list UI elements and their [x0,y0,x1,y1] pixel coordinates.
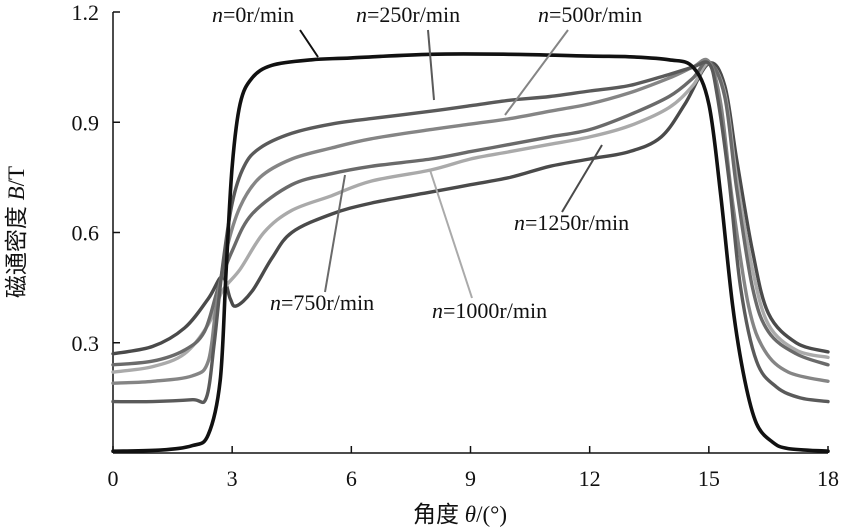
series-label-0: n=0r/min [212,2,294,27]
leader-layer [299,29,603,299]
series-label-5: n=1250r/min [514,210,629,235]
axes: 0 3 6 9 12 15 18 0.3 0.6 0.9 1.2 [72,0,840,491]
x-axis-title: 角度 θ/(°) [413,502,507,527]
y-tick-label: 0.3 [72,331,100,356]
series-line-1 [111,60,830,405]
x-tick-label: 9 [465,466,476,491]
y-tick-label: 1.2 [72,0,100,25]
x-tick-label: 12 [579,466,601,491]
y-tick-label: 0.6 [72,221,100,246]
series-label-4: n=1000r/min [432,298,547,323]
leader-line-4 [429,169,473,299]
x-tick-label: 6 [346,466,357,491]
leader-line-5 [561,144,603,213]
x-tick-label: 18 [817,466,839,491]
y-axis-title: 磁通密度 B/T [4,166,29,298]
label-layer: n=0r/min n=250r/min n=500r/min n=750r/min n=… [212,2,642,323]
y-tick-label: 0.9 [72,110,100,135]
series-label-1: n=250r/min [356,2,460,27]
series-label-3: n=750r/min [270,290,374,315]
leader-line-0 [299,29,319,58]
series-label-2: n=500r/min [538,2,642,27]
leader-line-1 [427,29,435,101]
leader-line-3 [324,174,346,293]
leader-line-2 [504,29,569,116]
x-tick-label: 3 [227,466,238,491]
x-tick-label: 0 [108,466,119,491]
series-layer [111,52,830,453]
x-tick-label: 15 [698,466,720,491]
series-line-0 [111,52,830,453]
